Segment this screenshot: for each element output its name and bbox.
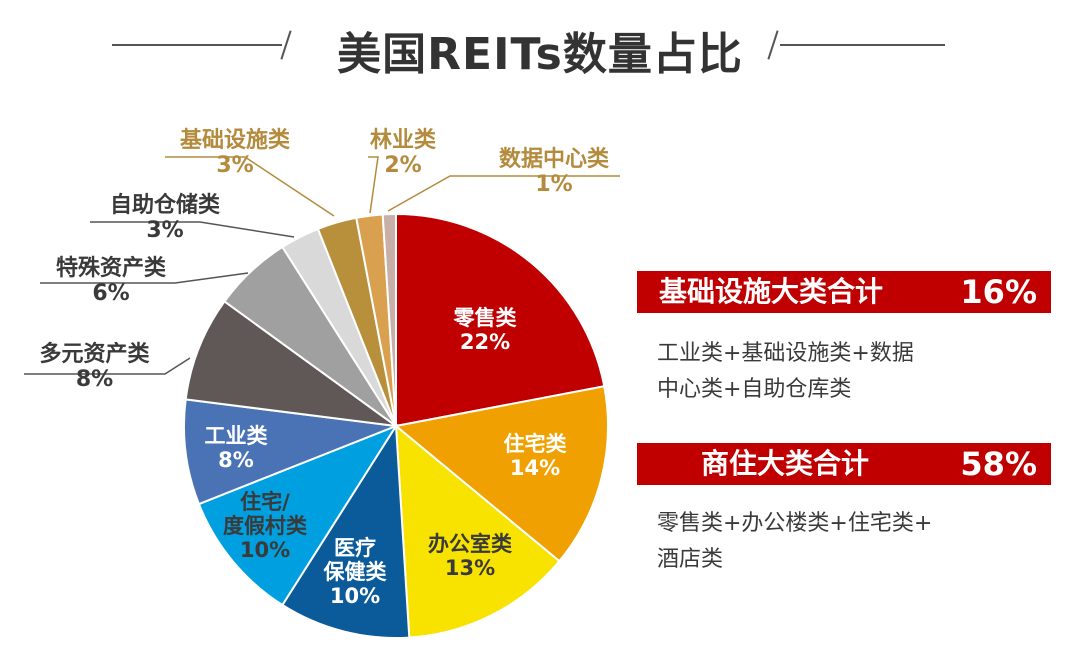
infrastructure-total-title: 基础设施大类合计	[659, 275, 884, 308]
label-residential: 住宅类 14%	[503, 432, 567, 481]
leader-line	[165, 156, 335, 217]
pie-slice	[184, 299, 397, 427]
pie-slice	[281, 422, 411, 639]
commercial-residential-total-title: 商住大类合计	[701, 447, 870, 480]
title-rule-right	[780, 44, 945, 46]
pie-slice	[381, 212, 397, 427]
pie-slice	[395, 212, 606, 428]
chart-title: 美国REITs数量占比	[337, 29, 743, 80]
infrastructure-total-banner: 基础设施大类合计 16%	[637, 271, 1051, 313]
pie-slice	[197, 423, 399, 607]
label-specialty: 特殊资产类 6%	[55, 256, 166, 307]
commercial-residential-total-banner: 商住大类合计 58%	[637, 443, 1051, 485]
leader-line	[40, 272, 249, 284]
commercial-residential-total-note: 零售类+办公楼类+住宅类+ 酒店类	[657, 511, 933, 572]
label-office: 办公室类 13%	[428, 532, 512, 581]
label-infrastructure: 基础设施类 3%	[179, 128, 290, 179]
leader-line	[368, 156, 379, 214]
pie-slice	[393, 385, 609, 563]
label-timber: 林业类 2%	[369, 128, 436, 179]
label-retail: 零售类 22%	[453, 306, 517, 355]
title-rule-left	[112, 44, 282, 46]
infrastructure-total-note: 工业类+基础设施类+数据 中心类+自助仓库类	[657, 341, 914, 402]
leader-line	[387, 175, 620, 212]
leader-line	[24, 357, 191, 375]
pie-slice	[183, 398, 397, 506]
title-area: 美国REITs数量占比	[0, 0, 1080, 90]
commercial-residential-total-pct: 58%	[960, 445, 1037, 483]
label-residential-resort: 住宅/度假村类 10%	[223, 490, 307, 563]
pie-slice	[394, 423, 561, 639]
label-self-storage: 自助仓储类 3%	[109, 193, 220, 244]
label-data-center: 数据中心类 1%	[498, 147, 609, 198]
label-industrial: 工业类 8%	[204, 424, 268, 473]
label-healthcare: 医疗 保健类 10%	[323, 536, 387, 609]
label-diversified: 多元资产类 8%	[39, 342, 150, 393]
infrastructure-total-pct: 16%	[960, 273, 1037, 311]
leader-line	[90, 221, 295, 238]
